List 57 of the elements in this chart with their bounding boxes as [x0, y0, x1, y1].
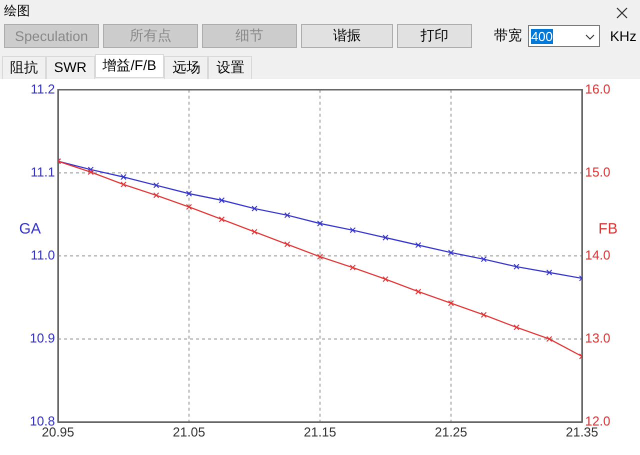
point	[218, 216, 225, 222]
text: Speculation	[4, 24, 99, 48]
point	[382, 276, 388, 282]
y-tick-label: 11.0	[30, 247, 55, 262]
text: 谐振	[301, 24, 393, 48]
point	[514, 264, 520, 270]
point	[415, 242, 422, 248]
point	[448, 250, 454, 256]
y2-tick-label: 15.0	[585, 164, 610, 180]
point	[448, 300, 454, 306]
y2-axis-title: FB	[598, 220, 618, 238]
point	[350, 264, 356, 270]
point	[186, 204, 192, 210]
y-axis-title: GA	[19, 220, 41, 238]
point	[218, 197, 225, 204]
y-tick-label: 11.1	[30, 164, 55, 180]
point	[350, 227, 356, 234]
dropdown-field: 400	[528, 25, 600, 47]
text: 所有点	[103, 24, 198, 48]
text: 增益/F/B	[94, 54, 164, 78]
y-tick-label: 11.2	[30, 81, 55, 96]
y-tick-label: 10.9	[30, 330, 55, 346]
point	[317, 220, 323, 226]
point	[284, 241, 290, 248]
x-tick-label: 21.05	[172, 424, 206, 440]
point	[153, 192, 160, 198]
text: 设置	[208, 56, 252, 80]
point	[546, 270, 552, 276]
point	[480, 312, 487, 318]
point	[317, 254, 323, 260]
y2-tick-label: 13.0	[585, 330, 610, 346]
text: 细节	[202, 24, 297, 48]
text: 打印	[397, 24, 472, 48]
text: SWR	[46, 56, 95, 80]
text: KHz	[610, 28, 636, 44]
point	[284, 212, 290, 218]
y2-tick-label: 14.0	[585, 247, 610, 262]
point	[252, 228, 258, 235]
point	[120, 174, 126, 180]
point	[252, 206, 258, 212]
point	[153, 182, 160, 188]
chart-title: 绘图	[4, 2, 30, 20]
point	[546, 336, 552, 342]
point	[415, 288, 422, 295]
text: 远场	[164, 56, 208, 80]
x-tick-label: 21.25	[434, 424, 468, 440]
point	[382, 234, 388, 241]
x-tick-label: 21.15	[304, 424, 336, 440]
point	[186, 190, 192, 197]
point	[88, 169, 94, 175]
y2-tick-label: 16.0	[585, 81, 610, 96]
point	[480, 256, 487, 262]
point	[88, 166, 94, 173]
text: 带宽	[494, 27, 522, 45]
text: 阻抗	[2, 56, 46, 80]
point	[514, 324, 520, 330]
point	[120, 182, 126, 188]
